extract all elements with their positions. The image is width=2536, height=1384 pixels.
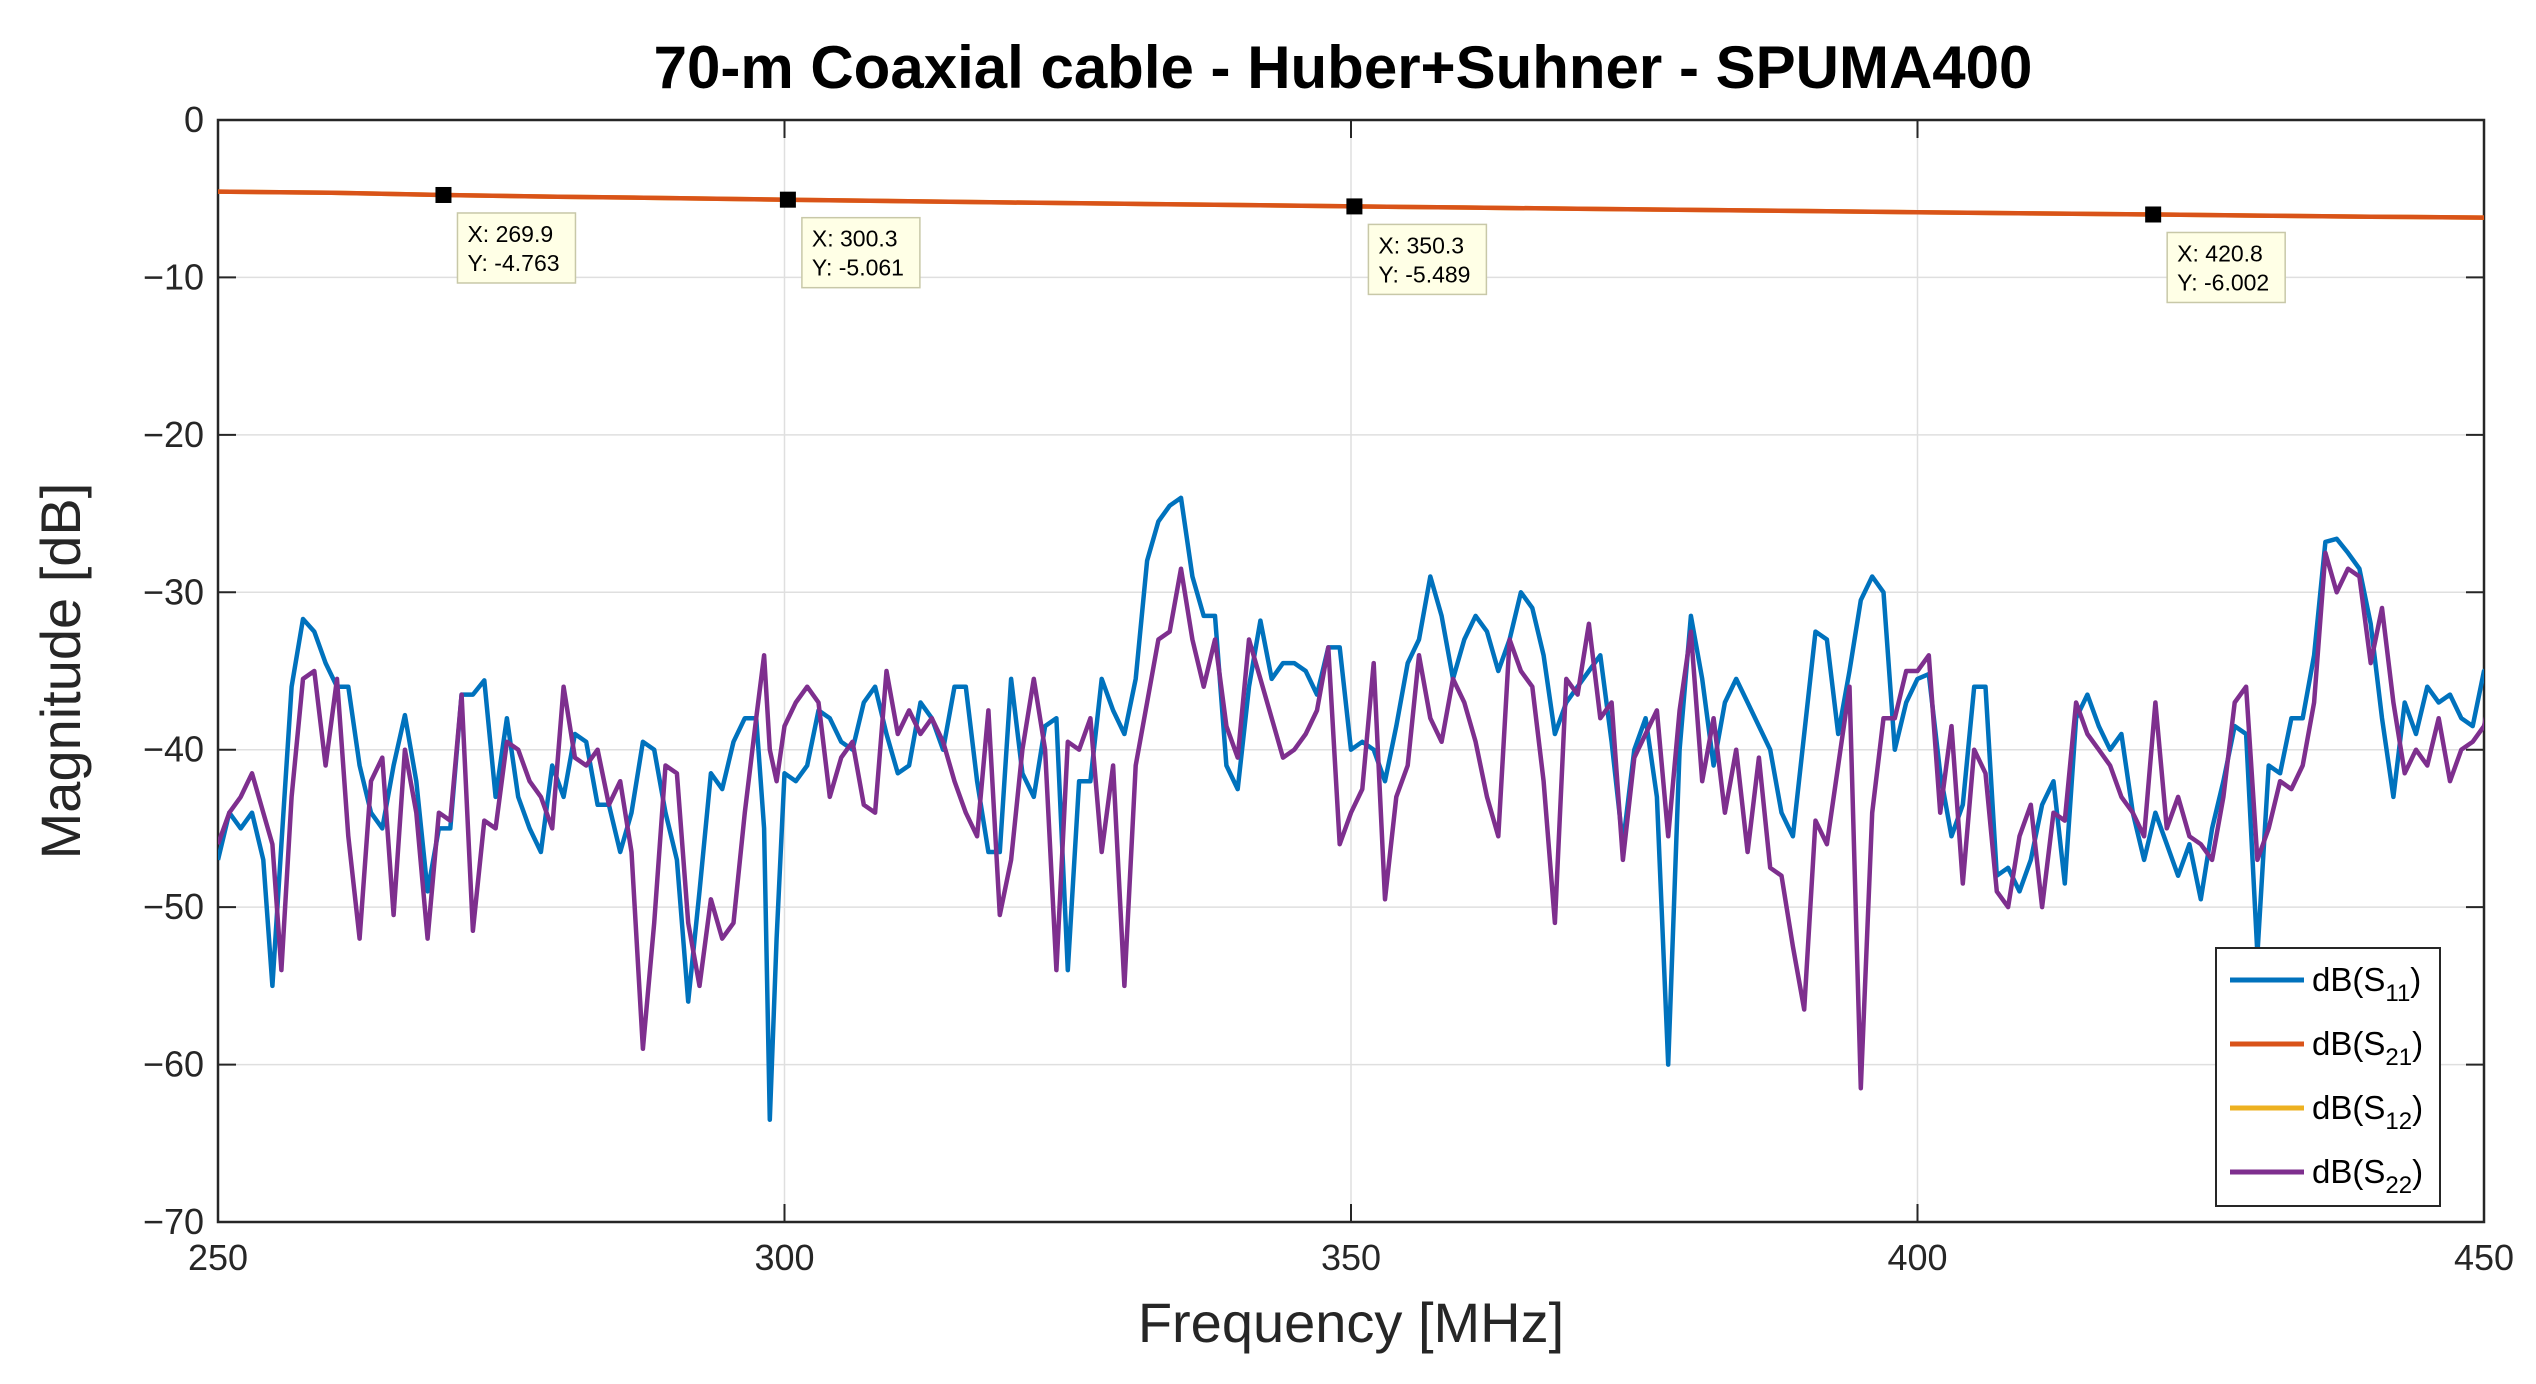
- legend-entry[interactable]: dB(S22): [2230, 1153, 2423, 1199]
- datatip-y-text: Y: -5.061: [812, 255, 904, 281]
- legend-entry[interactable]: dB(S11): [2230, 961, 2421, 1007]
- series-line-dbs22: [218, 550, 2484, 1091]
- x-tick-label: 450: [2454, 1237, 2514, 1278]
- y-tick-label: 0: [184, 99, 204, 140]
- datatip-marker[interactable]: [435, 186, 452, 203]
- x-axis-label: Frequency [MHz]: [1138, 1291, 1564, 1354]
- legend: dB(S11) dB(S21) dB(S12) dB(S22): [2215, 947, 2441, 1207]
- y-tick-label: −60: [143, 1044, 204, 1085]
- y-tick-label: −50: [143, 886, 204, 927]
- datatip[interactable]: X: 350.3 Y: -5.489: [1346, 198, 1488, 296]
- y-tick-label: −40: [143, 729, 204, 770]
- y-tick-label: −20: [143, 414, 204, 455]
- datatip-y-text: Y: -5.489: [1378, 261, 1470, 287]
- y-axis-label: Magnitude [dB]: [29, 483, 92, 860]
- datatip-marker[interactable]: [779, 191, 796, 208]
- datatip-x-text: X: 420.8: [2177, 240, 2263, 266]
- x-tick-label: 400: [1887, 1237, 1947, 1278]
- datatip-y-text: Y: -4.763: [467, 250, 559, 276]
- axis-ticks: 250 300 350 400 450 0 −10 −20 −30 −40 −50 −60 −70: [143, 99, 2514, 1278]
- x-tick-label: 300: [754, 1237, 814, 1278]
- chart-title: 70-m Coaxial cable - Huber+Suhner - SPUM…: [654, 34, 2033, 101]
- x-tick-label: 250: [188, 1237, 248, 1278]
- legend-entry[interactable]: dB(S12): [2230, 1089, 2423, 1135]
- legend-label: dB(S22): [2312, 1153, 2423, 1199]
- legend-entry[interactable]: dB(S21): [2230, 1025, 2423, 1071]
- datatip-x-text: X: 269.9: [467, 221, 553, 247]
- datatip-box: [2166, 231, 2286, 304]
- datatip-box: [801, 216, 921, 289]
- datatip-marker[interactable]: [2145, 206, 2162, 223]
- legend-label: dB(S11): [2312, 961, 2421, 1007]
- y-tick-label: −30: [143, 571, 204, 612]
- legend-label: dB(S21): [2312, 1025, 2423, 1071]
- x-tick-label: 350: [1321, 1237, 1381, 1278]
- datatip-x-text: X: 300.3: [812, 226, 898, 252]
- y-tick-label: −70: [143, 1201, 204, 1242]
- datatip-y-text: Y: -6.002: [2177, 269, 2269, 295]
- y-tick-label: −10: [143, 256, 204, 297]
- datatip-box: [456, 212, 577, 284]
- series-line-dbs11: [218, 495, 2484, 1122]
- datatip[interactable]: X: 300.3 Y: -5.061: [779, 191, 921, 289]
- datatip-marker[interactable]: [1346, 198, 1363, 215]
- datatip-box: [1367, 223, 1488, 296]
- legend-label: dB(S12): [2312, 1089, 2423, 1135]
- datatip[interactable]: X: 269.9 Y: -4.763: [435, 186, 577, 284]
- legend-box: [2215, 947, 2441, 1207]
- datatip[interactable]: X: 420.8 Y: -6.002: [2145, 206, 2286, 304]
- datatip-x-text: X: 350.3: [1378, 232, 1464, 258]
- datatip-group: X: 269.9 Y: -4.763 X: 300.3 Y: -5.061 X: 350…: [435, 186, 2286, 304]
